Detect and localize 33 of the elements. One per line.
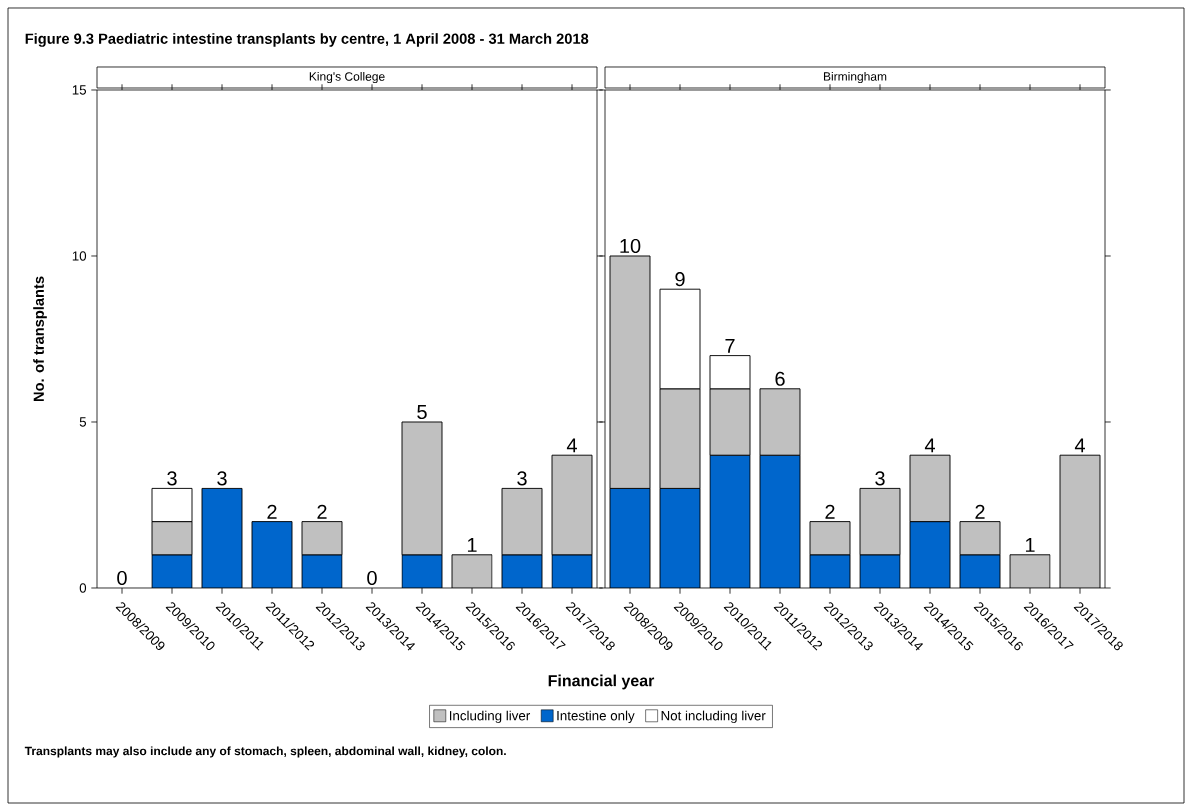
legend-label: Intestine only [557,710,635,724]
total-label: 0 [117,570,127,586]
total-label: 3 [875,471,885,486]
total-label: 3 [167,471,177,486]
total-label: 4 [924,438,935,453]
legend-label: Including liver [449,710,531,724]
total-label: 9 [675,272,685,287]
y-tick-label: 10 [72,251,87,261]
total-label: 4 [566,438,577,453]
total-label: 4 [1074,438,1085,453]
chart-subtitle: Birmingham [823,71,887,84]
total-label: 2 [975,504,985,519]
total-label: 0 [367,570,377,586]
y-axis-title: No. of transplants [33,276,47,402]
total-label: 1 [467,538,477,552]
total-label: 6 [775,371,785,386]
text: Transplants may also include any of stomach, spleen, abdominal wall, kidney, colon. [24,746,506,758]
total-label: 7 [725,338,735,353]
total-label: 3 [517,471,527,486]
total-label: 1 [1025,538,1035,552]
total-label: 10 [620,238,641,254]
chart-subtitle: King's College [309,71,385,84]
x-axis-title: Financial year [548,674,655,690]
y-tick-label: 5 [79,417,87,427]
total-label: 2 [825,504,835,519]
chart-title: Figure 9.3 Paediatric intestine transplants by centre, 1 April 2008 - 31 March 2018 [25,33,589,47]
legend-label: Not including liver [661,710,766,724]
y-tick-label: 0 [79,583,87,593]
total-label: 3 [217,471,227,486]
y-tick-label: 15 [72,85,87,95]
total-label: 5 [417,405,427,420]
total-label: 2 [267,504,277,519]
total-label: 2 [317,504,327,519]
